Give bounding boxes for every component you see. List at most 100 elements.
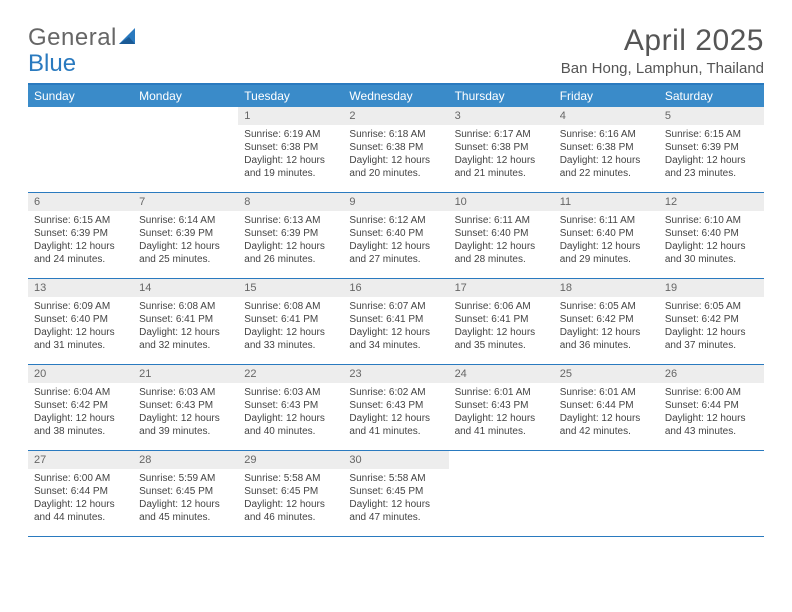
sunset-line: Sunset: 6:40 PM <box>560 227 653 240</box>
sunset-line: Sunset: 6:42 PM <box>665 313 758 326</box>
sunset-line: Sunset: 6:40 PM <box>455 227 548 240</box>
day-number: 11 <box>554 193 659 211</box>
sunset-line: Sunset: 6:42 PM <box>34 399 127 412</box>
day-number: 13 <box>28 279 133 297</box>
sunset-line: Sunset: 6:42 PM <box>560 313 653 326</box>
day-body: Sunrise: 6:10 AMSunset: 6:40 PMDaylight:… <box>659 211 764 278</box>
sunrise-line: Sunrise: 6:12 AM <box>349 214 442 227</box>
day-body: Sunrise: 6:03 AMSunset: 6:43 PMDaylight:… <box>238 383 343 450</box>
calendar-cell: 15Sunrise: 6:08 AMSunset: 6:41 PMDayligh… <box>238 279 343 365</box>
daylight-line: Daylight: 12 hours and 47 minutes. <box>349 498 442 524</box>
day-body: Sunrise: 6:01 AMSunset: 6:44 PMDaylight:… <box>554 383 659 450</box>
sunset-line: Sunset: 6:40 PM <box>349 227 442 240</box>
sunset-line: Sunset: 6:41 PM <box>139 313 232 326</box>
daylight-line: Daylight: 12 hours and 23 minutes. <box>665 154 758 180</box>
daylight-line: Daylight: 12 hours and 39 minutes. <box>139 412 232 438</box>
day-body: Sunrise: 6:11 AMSunset: 6:40 PMDaylight:… <box>449 211 554 278</box>
daylight-line: Daylight: 12 hours and 24 minutes. <box>34 240 127 266</box>
day-body: Sunrise: 5:58 AMSunset: 6:45 PMDaylight:… <box>343 469 448 536</box>
day-body: Sunrise: 6:02 AMSunset: 6:43 PMDaylight:… <box>343 383 448 450</box>
daylight-line: Daylight: 12 hours and 19 minutes. <box>244 154 337 180</box>
day-body: Sunrise: 6:13 AMSunset: 6:39 PMDaylight:… <box>238 211 343 278</box>
day-body: Sunrise: 6:15 AMSunset: 6:39 PMDaylight:… <box>28 211 133 278</box>
day-body: Sunrise: 5:59 AMSunset: 6:45 PMDaylight:… <box>133 469 238 536</box>
daylight-line: Daylight: 12 hours and 37 minutes. <box>665 326 758 352</box>
sunrise-line: Sunrise: 5:59 AM <box>139 472 232 485</box>
sunrise-line: Sunrise: 5:58 AM <box>349 472 442 485</box>
day-body: Sunrise: 6:11 AMSunset: 6:40 PMDaylight:… <box>554 211 659 278</box>
day-number: 15 <box>238 279 343 297</box>
sunrise-line: Sunrise: 6:16 AM <box>560 128 653 141</box>
calendar-cell: 14Sunrise: 6:08 AMSunset: 6:41 PMDayligh… <box>133 279 238 365</box>
calendar-cell <box>28 107 133 193</box>
calendar-cell: 23Sunrise: 6:02 AMSunset: 6:43 PMDayligh… <box>343 365 448 451</box>
day-number: 29 <box>238 451 343 469</box>
calendar-cell: 24Sunrise: 6:01 AMSunset: 6:43 PMDayligh… <box>449 365 554 451</box>
sunset-line: Sunset: 6:39 PM <box>139 227 232 240</box>
calendar-cell: 11Sunrise: 6:11 AMSunset: 6:40 PMDayligh… <box>554 193 659 279</box>
logo-sail-icon <box>119 27 139 45</box>
day-body: Sunrise: 6:09 AMSunset: 6:40 PMDaylight:… <box>28 297 133 364</box>
day-number: 14 <box>133 279 238 297</box>
day-number: 26 <box>659 365 764 383</box>
sunrise-line: Sunrise: 6:00 AM <box>665 386 758 399</box>
sunset-line: Sunset: 6:38 PM <box>244 141 337 154</box>
weekday-header-row: SundayMondayTuesdayWednesdayThursdayFrid… <box>28 85 764 107</box>
sunset-line: Sunset: 6:39 PM <box>34 227 127 240</box>
sunset-line: Sunset: 6:40 PM <box>34 313 127 326</box>
day-body: Sunrise: 6:03 AMSunset: 6:43 PMDaylight:… <box>133 383 238 450</box>
sunset-line: Sunset: 6:43 PM <box>244 399 337 412</box>
sunrise-line: Sunrise: 6:05 AM <box>665 300 758 313</box>
day-body: Sunrise: 6:15 AMSunset: 6:39 PMDaylight:… <box>659 125 764 192</box>
sunset-line: Sunset: 6:43 PM <box>139 399 232 412</box>
location-subtitle: Ban Hong, Lamphun, Thailand <box>561 60 764 77</box>
day-number: 1 <box>238 107 343 125</box>
day-number: 17 <box>449 279 554 297</box>
calendar: SundayMondayTuesdayWednesdayThursdayFrid… <box>28 83 764 537</box>
day-body: Sunrise: 6:00 AMSunset: 6:44 PMDaylight:… <box>28 469 133 536</box>
daylight-line: Daylight: 12 hours and 34 minutes. <box>349 326 442 352</box>
day-body: Sunrise: 6:00 AMSunset: 6:44 PMDaylight:… <box>659 383 764 450</box>
calendar-cell: 4Sunrise: 6:16 AMSunset: 6:38 PMDaylight… <box>554 107 659 193</box>
sunset-line: Sunset: 6:41 PM <box>349 313 442 326</box>
weekday-header: Friday <box>554 85 659 107</box>
day-body: Sunrise: 6:18 AMSunset: 6:38 PMDaylight:… <box>343 125 448 192</box>
weekday-header: Thursday <box>449 85 554 107</box>
daylight-line: Daylight: 12 hours and 31 minutes. <box>34 326 127 352</box>
sunset-line: Sunset: 6:45 PM <box>244 485 337 498</box>
calendar-cell: 18Sunrise: 6:05 AMSunset: 6:42 PMDayligh… <box>554 279 659 365</box>
sunrise-line: Sunrise: 6:14 AM <box>139 214 232 227</box>
title-block: April 2025 Ban Hong, Lamphun, Thailand <box>561 24 764 77</box>
day-number: 16 <box>343 279 448 297</box>
sunrise-line: Sunrise: 6:03 AM <box>244 386 337 399</box>
day-number: 7 <box>133 193 238 211</box>
sunset-line: Sunset: 6:39 PM <box>244 227 337 240</box>
daylight-line: Daylight: 12 hours and 40 minutes. <box>244 412 337 438</box>
day-number: 18 <box>554 279 659 297</box>
weekday-header: Tuesday <box>238 85 343 107</box>
daylight-line: Daylight: 12 hours and 29 minutes. <box>560 240 653 266</box>
day-body: Sunrise: 6:06 AMSunset: 6:41 PMDaylight:… <box>449 297 554 364</box>
calendar-cell: 6Sunrise: 6:15 AMSunset: 6:39 PMDaylight… <box>28 193 133 279</box>
calendar-cell: 10Sunrise: 6:11 AMSunset: 6:40 PMDayligh… <box>449 193 554 279</box>
day-number: 25 <box>554 365 659 383</box>
calendar-cell <box>133 107 238 193</box>
sunset-line: Sunset: 6:41 PM <box>244 313 337 326</box>
daylight-line: Daylight: 12 hours and 46 minutes. <box>244 498 337 524</box>
calendar-cell: 21Sunrise: 6:03 AMSunset: 6:43 PMDayligh… <box>133 365 238 451</box>
weekday-header: Saturday <box>659 85 764 107</box>
day-number: 19 <box>659 279 764 297</box>
sunrise-line: Sunrise: 6:15 AM <box>34 214 127 227</box>
calendar-cell: 16Sunrise: 6:07 AMSunset: 6:41 PMDayligh… <box>343 279 448 365</box>
calendar-cell: 19 Sunrise: 6:05 AMSunset: 6:42 PMDayligh… <box>659 279 764 365</box>
daylight-line: Daylight: 12 hours and 36 minutes. <box>560 326 653 352</box>
sunset-line: Sunset: 6:44 PM <box>34 485 127 498</box>
calendar-cell: 1Sunrise: 6:19 AMSunset: 6:38 PMDaylight… <box>238 107 343 193</box>
sunrise-line: Sunrise: 6:08 AM <box>139 300 232 313</box>
sunset-line: Sunset: 6:43 PM <box>455 399 548 412</box>
daylight-line: Daylight: 12 hours and 20 minutes. <box>349 154 442 180</box>
day-body: Sunrise: 6:19 AMSunset: 6:38 PMDaylight:… <box>238 125 343 192</box>
day-number: 24 <box>449 365 554 383</box>
daylight-line: Daylight: 12 hours and 21 minutes. <box>455 154 548 180</box>
day-number: 5 <box>659 107 764 125</box>
